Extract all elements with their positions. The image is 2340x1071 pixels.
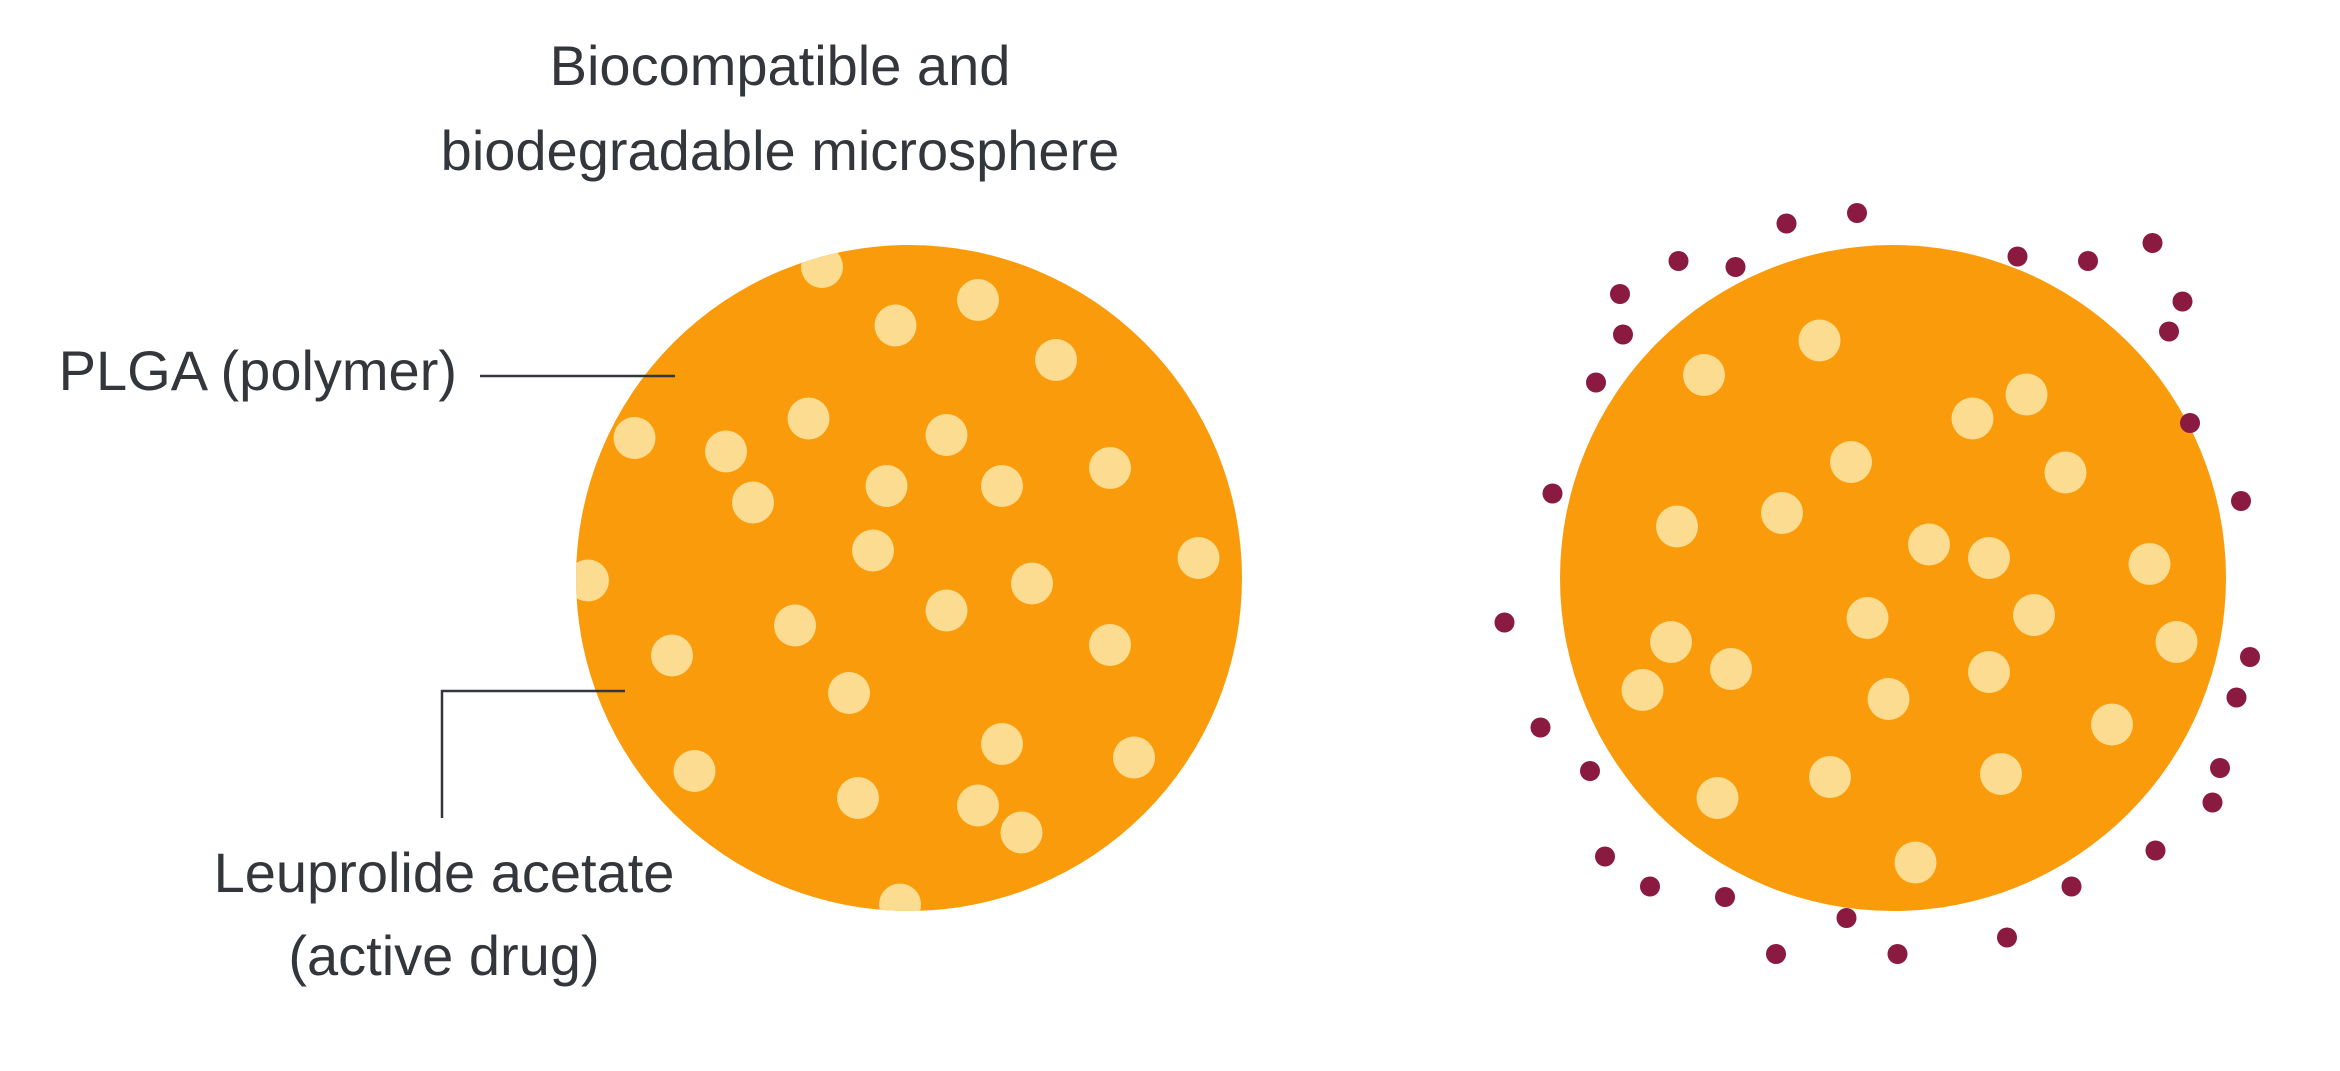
released-particle: [2007, 246, 2028, 267]
drug-particle: [957, 784, 999, 827]
drug-particles: [1621, 319, 2198, 884]
microsphere: [576, 245, 1242, 911]
drug-particle: [879, 883, 921, 911]
polymer-label: PLGA (polymer): [59, 339, 457, 402]
released-particle: [2231, 491, 2251, 511]
released-particle: [1613, 324, 1633, 345]
title-line: biodegradable microsphere: [441, 119, 1120, 182]
drug-particle: [1177, 537, 1220, 579]
drug-particle: [613, 417, 656, 459]
drug-particle: [1011, 562, 1053, 605]
released-particle: [1715, 887, 1735, 907]
released-particle: [1836, 908, 1857, 928]
drug-particle: [1809, 756, 1851, 798]
drug-particle: [981, 723, 1023, 765]
drug-particle: [981, 465, 1023, 507]
released-particle: [1887, 944, 1908, 964]
drug-particle: [1089, 447, 1131, 489]
leader-line: [440, 689, 625, 818]
released-particle: [2145, 840, 2166, 861]
released-drug: [1494, 203, 2260, 964]
released-particle: [1530, 717, 1551, 738]
drug-particle: [732, 481, 774, 524]
released-particle: [1542, 483, 1563, 504]
drug-particle: [925, 414, 968, 456]
released-particle: [2172, 291, 2193, 312]
drug-particle: [1621, 669, 1664, 711]
drug-particle: [837, 777, 879, 819]
drug-label: Leuprolide acetate: [214, 841, 675, 904]
drug-particle: [1696, 777, 1739, 819]
released-particle: [2240, 647, 2260, 667]
drug-particle: [2005, 373, 2048, 416]
drug-particle: [1656, 505, 1698, 548]
drug-particle: [787, 397, 830, 440]
drug-particle: [1113, 736, 1155, 779]
title-line: Biocompatible and: [550, 34, 1011, 97]
drug-particle: [651, 634, 693, 677]
drug-particle: [2128, 543, 2171, 585]
drug-particles: [576, 246, 1220, 911]
drug-particle: [673, 750, 716, 792]
drug-particle: [576, 559, 609, 602]
released-particle: [1494, 612, 1515, 633]
released-particle: [1610, 284, 1630, 304]
released-particle: [1595, 846, 1615, 867]
drug-particle: [1951, 397, 1994, 440]
released-particle: [1668, 251, 1689, 271]
drug-particle: [2044, 451, 2087, 494]
drug-particle: [957, 279, 999, 321]
drug-particle: [1830, 441, 1872, 483]
released-particle: [1997, 927, 2017, 948]
drug-particle: [1710, 648, 1752, 690]
released-particle: [2180, 413, 2200, 433]
drug-particle: [1035, 339, 1077, 381]
drug-particle: [1867, 678, 1910, 720]
released-particle: [2061, 876, 2082, 897]
drug-particle: [1894, 841, 1937, 884]
drug-particle: [1908, 523, 1950, 566]
drug-particle: [2013, 594, 2055, 636]
released-particle: [1586, 372, 1606, 393]
drug-particle: [1000, 811, 1043, 854]
released-particle: [1776, 213, 1797, 234]
drug-particle: [828, 672, 870, 714]
drug-particle: [1650, 621, 1692, 663]
drug-particle: [1683, 354, 1725, 396]
drug-particle: [1968, 651, 2010, 693]
drug-particle: [1968, 537, 2010, 579]
drug-particle: [774, 604, 816, 647]
drug-particle: [874, 304, 917, 347]
drug-particle: [1798, 319, 1841, 362]
drug-particle: [852, 529, 894, 572]
drug-particle: [2155, 621, 2198, 663]
released-particle: [1847, 203, 1867, 223]
drug-particle: [1761, 492, 1803, 534]
drug-particle: [801, 246, 843, 288]
drug-particle: [865, 465, 908, 507]
released-particle: [2159, 321, 2179, 342]
drug-particle: [1089, 624, 1131, 666]
drug-particle: [1980, 753, 2022, 795]
released-particle: [2078, 251, 2098, 271]
released-particle: [2226, 687, 2247, 708]
drug-particle: [705, 430, 747, 473]
released-particle: [1766, 944, 1786, 964]
drug-particle: [2091, 703, 2133, 746]
released-particle: [2142, 233, 2163, 253]
released-particle: [1580, 761, 1600, 781]
drug-particle: [925, 589, 968, 632]
released-particle: [2210, 758, 2230, 778]
microsphere: [1560, 245, 2226, 911]
released-particle: [1725, 257, 1746, 277]
released-particle: [2202, 792, 2223, 813]
released-particle: [1640, 876, 1660, 897]
drug-particle: [1846, 597, 1889, 639]
drug-label: (active drug): [288, 924, 599, 987]
